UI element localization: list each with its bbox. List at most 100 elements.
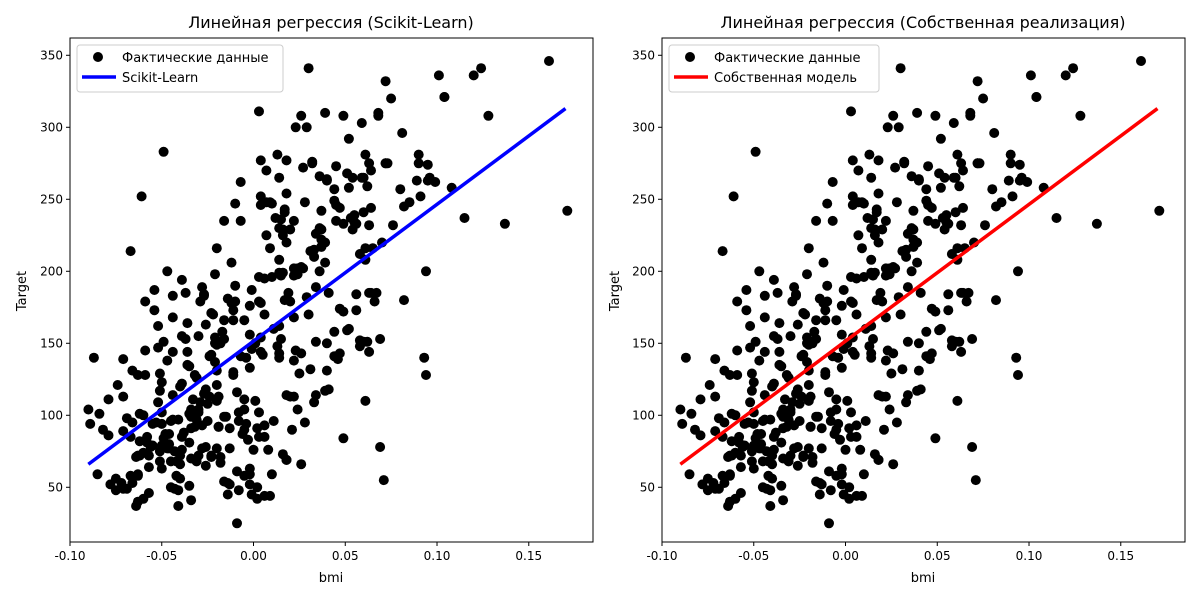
data-point — [754, 266, 765, 277]
legend-label-line-right: Собственная модель — [714, 71, 857, 86]
data-point — [930, 433, 941, 444]
data-point — [824, 518, 834, 529]
data-point — [255, 298, 266, 308]
data-point — [307, 158, 318, 169]
data-point — [750, 336, 761, 347]
data-point — [941, 210, 952, 221]
data-point — [813, 411, 823, 422]
data-point — [767, 459, 778, 470]
data-point — [221, 411, 231, 422]
data-point — [880, 391, 891, 402]
data-point — [723, 501, 734, 511]
data-point — [822, 198, 833, 209]
data-point — [991, 295, 1001, 306]
data-point — [241, 352, 252, 363]
data-point — [132, 470, 143, 481]
data-point — [759, 346, 770, 357]
data-point — [320, 107, 331, 118]
data-point — [704, 380, 715, 390]
data-point — [347, 172, 358, 183]
data-point — [831, 470, 842, 481]
data-point — [847, 346, 858, 357]
y-tick-label: 200 — [632, 264, 655, 278]
data-point — [739, 418, 750, 429]
data-point — [732, 296, 743, 307]
data-point — [373, 110, 384, 121]
data-point — [776, 437, 787, 448]
data-point — [846, 106, 856, 117]
y-tick-label: 300 — [40, 120, 63, 134]
data-point — [421, 370, 431, 380]
data-point — [785, 331, 796, 342]
data-point — [757, 482, 768, 493]
data-point — [902, 336, 913, 347]
data-point — [816, 443, 827, 454]
data-point — [824, 466, 834, 477]
data-point — [767, 381, 778, 392]
data-point — [320, 257, 331, 268]
legend-label-scatter-left: Фактические данные — [122, 51, 269, 66]
data-point — [844, 423, 855, 434]
data-point — [908, 241, 919, 252]
data-point — [888, 110, 899, 121]
data-point — [200, 319, 211, 330]
data-point — [343, 182, 354, 193]
data-point — [156, 377, 167, 388]
data-point — [162, 355, 173, 366]
data-point — [989, 128, 1000, 138]
data-point — [906, 171, 917, 182]
data-point — [855, 444, 866, 455]
data-point — [967, 442, 978, 452]
data-point — [210, 269, 220, 280]
data-point — [943, 289, 954, 300]
data-point — [244, 362, 255, 373]
data-point — [343, 133, 354, 144]
data-point — [200, 460, 211, 471]
data-point — [875, 287, 886, 298]
data-point — [901, 397, 912, 408]
data-point — [305, 364, 316, 375]
data-point — [868, 334, 878, 344]
data-point — [118, 354, 129, 365]
data-point — [254, 431, 264, 442]
data-point — [935, 182, 946, 193]
y-tick-label: 250 — [632, 192, 655, 206]
data-point — [316, 234, 327, 245]
data-point — [838, 285, 849, 295]
data-point — [358, 172, 369, 183]
data-point — [858, 272, 869, 282]
data-point — [248, 444, 259, 455]
data-point — [239, 315, 250, 326]
data-point — [184, 361, 195, 372]
data-point — [908, 234, 919, 245]
data-point — [118, 483, 129, 494]
data-point — [323, 287, 334, 298]
data-point — [239, 424, 250, 435]
data-point — [956, 220, 967, 231]
data-point — [895, 63, 906, 74]
data-point — [846, 407, 856, 418]
data-point — [232, 387, 242, 398]
data-point — [378, 475, 389, 486]
data-point — [252, 482, 263, 493]
data-point — [967, 334, 978, 344]
data-point — [125, 246, 136, 257]
data-point — [847, 155, 858, 166]
data-point — [199, 290, 209, 301]
data-point — [167, 414, 178, 425]
data-point — [476, 63, 487, 74]
data-point — [343, 323, 354, 334]
data-point — [270, 213, 281, 223]
data-point — [176, 274, 187, 285]
data-point — [468, 70, 479, 81]
data-point — [131, 501, 142, 511]
data-point — [244, 300, 255, 311]
data-point — [294, 368, 305, 379]
data-point — [285, 224, 296, 235]
data-point — [310, 336, 321, 347]
y-tick-label: 350 — [40, 48, 63, 62]
data-point — [193, 407, 204, 418]
data-point — [386, 93, 397, 104]
data-point — [675, 404, 686, 415]
data-point — [154, 368, 165, 379]
